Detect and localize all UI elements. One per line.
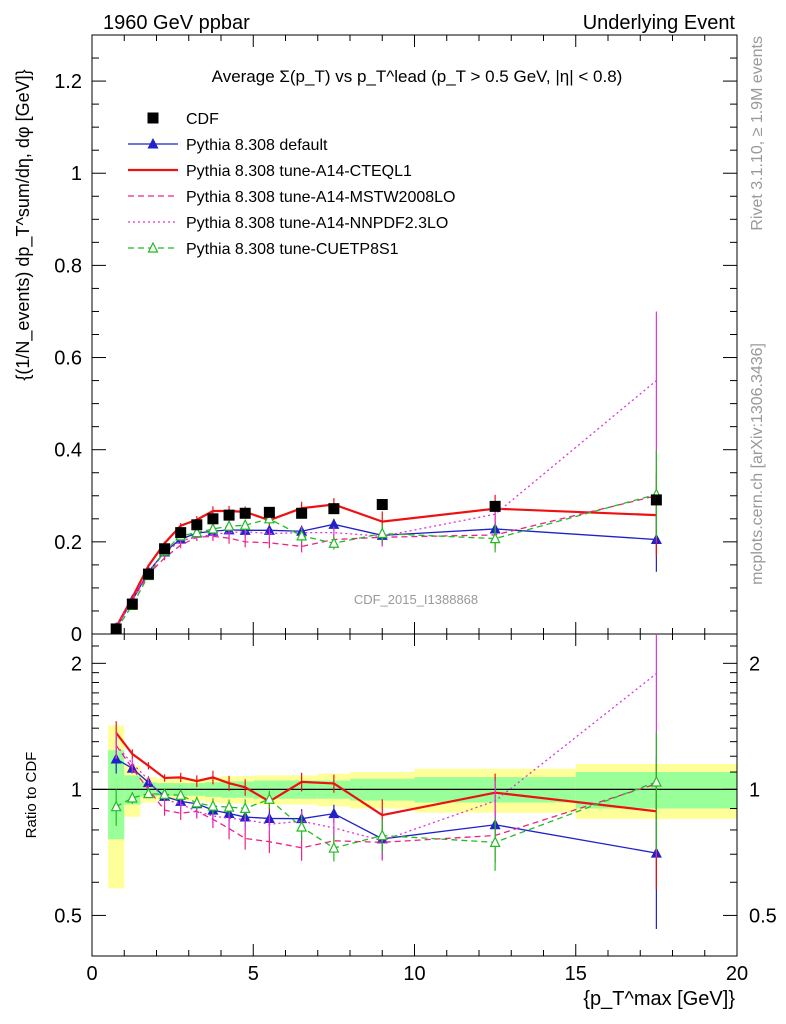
series-line: [115, 380, 657, 628]
series-line: [115, 495, 657, 628]
watermark: CDF_2015_I1388868: [354, 592, 478, 607]
data-point: [296, 507, 308, 519]
ratio-point: [191, 796, 203, 808]
legend-entry: Pythia 8.308 default: [128, 137, 328, 154]
y-tick-label: 1.2: [54, 71, 82, 93]
x-tick-label: 5: [248, 963, 259, 985]
ratio-point: [239, 802, 251, 813]
legend-label: Pythia 8.308 tune-A14-NNPDF2.3LO: [186, 215, 448, 232]
y-tick-label: 1: [71, 163, 82, 185]
series-point: [296, 529, 308, 541]
legend-entry: Pythia 8.308 tune-A14-CTEQL1: [128, 163, 412, 180]
data-point: [239, 507, 251, 519]
ratio-point: [650, 775, 662, 787]
data-point: [159, 543, 171, 555]
x-axis-label: {p_T^max [GeV]}: [583, 988, 735, 1010]
ratio-tick-label: 2: [749, 653, 760, 675]
y-axis-label: {(1/N_events) dp_T^sum/dη, dφ [GeV]}: [13, 69, 34, 380]
legend-label: Pythia 8.308 tune-A14-MSTW2008LO: [186, 189, 455, 206]
ratio-tick-label: 1: [71, 779, 82, 801]
legend: CDF Pythia 8.308 default Pythia 8.308 tune…: [128, 111, 455, 258]
x-tick-label: 10: [403, 963, 425, 985]
data-point: [263, 506, 275, 518]
series-point: [263, 512, 275, 524]
series-point: [223, 519, 235, 531]
ratio-tick-label: 2: [71, 653, 82, 675]
ratio-series-4: [110, 732, 662, 871]
series-3: [115, 311, 657, 629]
rivet-label: Rivet 3.1.10, ≥ 1.9M events: [749, 36, 766, 231]
ratio-point: [376, 829, 388, 841]
mcplots-label: mcplots.cern.ch [arXiv:1306.3436]: [749, 343, 766, 585]
legend-entry: CDF: [147, 111, 219, 128]
ratio-point: [328, 841, 340, 853]
legend-entry: Pythia 8.308 tune-CUETP8S1: [128, 241, 399, 258]
ratio-point: [296, 820, 308, 832]
ratio-tick-label: 0.5: [54, 905, 82, 927]
legend-entry: Pythia 8.308 tune-A14-NNPDF2.3LO: [128, 215, 448, 232]
ratio-point: [142, 787, 154, 799]
legend-label: Pythia 8.308 tune-CUETP8S1: [186, 241, 399, 258]
series-line: [115, 493, 657, 630]
data-point: [207, 513, 219, 525]
data-point: [142, 568, 154, 580]
ratio-point: [175, 788, 187, 800]
x-tick-label: 20: [726, 963, 748, 985]
series-point: [207, 522, 219, 534]
series-point: [376, 527, 388, 539]
y-tick-label: 0.2: [54, 532, 82, 554]
legend-marker: [147, 241, 159, 253]
legend-marker: [147, 112, 159, 124]
x-tick-label: 0: [86, 963, 97, 985]
ratio-panel: 0 5 10 15 20 0.5 0.5 1 1 2 2: [54, 633, 777, 985]
legend-entry: Pythia 8.308 tune-A14-MSTW2008LO: [128, 189, 455, 206]
data-point: [191, 519, 203, 531]
data-point: [110, 623, 122, 635]
data-series: [110, 494, 662, 635]
series-point: [328, 518, 340, 529]
y-tick-label: 0.6: [54, 348, 82, 370]
header-right: Underlying Event: [583, 12, 736, 34]
data-point: [175, 527, 187, 539]
main-panel: 0 0.2 0.4 0.6 0.8 1 1.2: [54, 34, 738, 956]
data-point: [223, 509, 235, 521]
ratio-point: [328, 807, 340, 819]
chart-title: Average Σ(p_T) vs p_T^lead (p_T > 0.5 Ge…: [212, 67, 623, 86]
series-point: [328, 536, 340, 548]
y-tick-label: 0.4: [54, 440, 82, 462]
ratio-tick-label: 1: [749, 779, 760, 801]
legend-label: Pythia 8.308 tune-A14-CTEQL1: [186, 163, 412, 180]
ratio-line: [115, 745, 657, 849]
ratio-series-3: [115, 634, 657, 859]
series-point: [489, 532, 501, 544]
legend-label: Pythia 8.308 default: [186, 137, 328, 154]
ratio-line: [115, 781, 657, 849]
data-point: [328, 503, 340, 515]
legend-label: CDF: [186, 111, 219, 128]
x-tick-label: 15: [565, 963, 587, 985]
series-point: [191, 526, 203, 538]
ratio-point: [207, 799, 219, 811]
ratio-point: [110, 800, 122, 812]
ratio-axis-label: Ratio to CDF: [23, 752, 40, 839]
data-point: [489, 500, 501, 512]
ratio-frame: [91, 633, 738, 957]
ratio-point: [159, 788, 171, 799]
ratio-point: [126, 791, 138, 803]
series-point: [239, 518, 251, 530]
ratio-point: [263, 792, 275, 804]
y-tick-label: 0: [71, 624, 82, 646]
ratio-point: [223, 800, 235, 812]
y-tick-label: 0.8: [54, 255, 82, 277]
ratio-point: [489, 836, 501, 847]
data-point: [650, 494, 662, 506]
legend-marker: [147, 138, 159, 149]
header-left: 1960 GeV ppbar: [103, 12, 250, 34]
ratio-tick-label: 0.5: [749, 905, 777, 927]
data-point: [126, 598, 138, 610]
data-point: [376, 499, 388, 511]
